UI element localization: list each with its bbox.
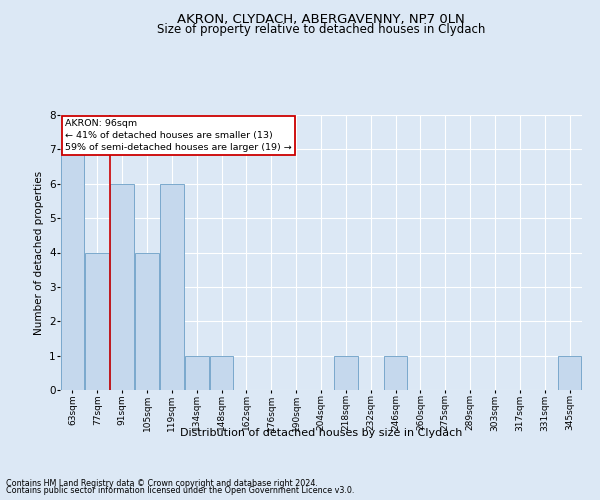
Bar	[185, 356, 209, 390]
Y-axis label: Number of detached properties: Number of detached properties	[34, 170, 44, 334]
Bar	[61, 150, 84, 390]
Bar	[334, 356, 358, 390]
Bar	[110, 184, 134, 390]
Bar	[558, 356, 581, 390]
Bar	[160, 184, 184, 390]
Bar	[384, 356, 407, 390]
Text: AKRON, CLYDACH, ABERGAVENNY, NP7 0LN: AKRON, CLYDACH, ABERGAVENNY, NP7 0LN	[177, 12, 465, 26]
Bar	[210, 356, 233, 390]
Bar	[85, 252, 109, 390]
Bar	[135, 252, 159, 390]
Text: AKRON: 96sqm
← 41% of detached houses are smaller (13)
59% of semi-detached hous: AKRON: 96sqm ← 41% of detached houses ar…	[65, 119, 292, 152]
Text: Contains HM Land Registry data © Crown copyright and database right 2024.: Contains HM Land Registry data © Crown c…	[6, 478, 318, 488]
Text: Distribution of detached houses by size in Clydach: Distribution of detached houses by size …	[180, 428, 462, 438]
Text: Size of property relative to detached houses in Clydach: Size of property relative to detached ho…	[157, 22, 485, 36]
Text: Contains public sector information licensed under the Open Government Licence v3: Contains public sector information licen…	[6, 486, 355, 495]
